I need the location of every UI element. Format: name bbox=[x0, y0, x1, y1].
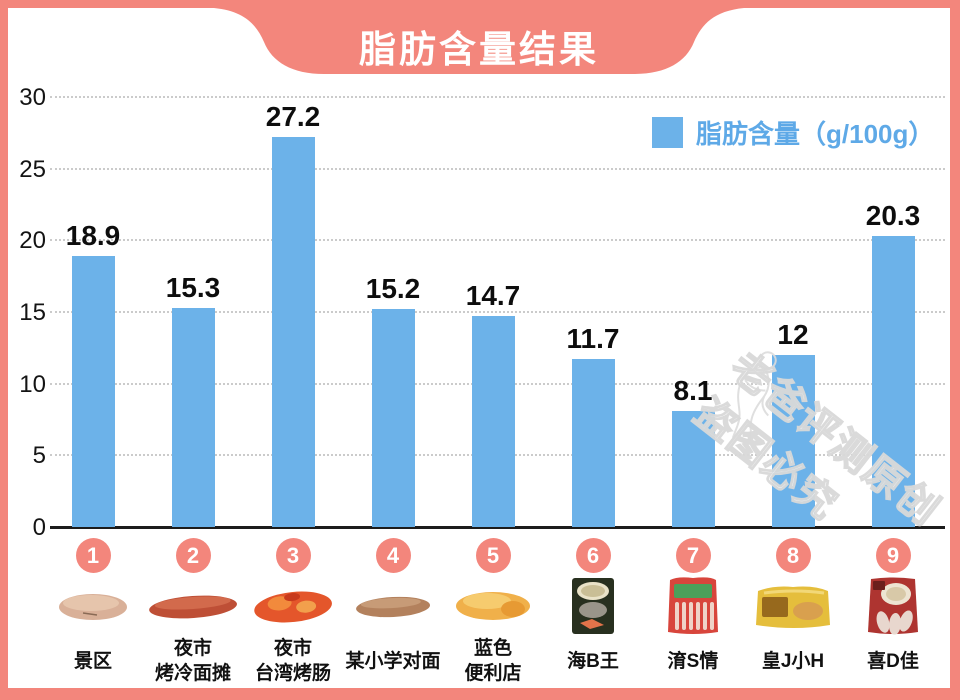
y-axis-tick-label: 20 bbox=[19, 227, 46, 255]
rank-badge: 7 bbox=[675, 538, 711, 573]
product-photo-package-7 bbox=[664, 577, 722, 634]
bar bbox=[471, 316, 515, 527]
product-name: 海B王 bbox=[567, 650, 619, 672]
x-axis-product-row: 1 景区 2 夜市 烤冷面摊 3 夜市 台湾烤肠 4 某小学对面 bbox=[43, 538, 943, 687]
product-name: 淯S情 bbox=[667, 650, 719, 672]
product-photo-sausage-5 bbox=[451, 578, 535, 634]
product-column-5: 5 蓝色 便利店 bbox=[443, 538, 543, 687]
product-photo-sausage-1 bbox=[53, 578, 133, 634]
y-axis-tick-label: 15 bbox=[19, 299, 46, 326]
product-name: 某小学对面 bbox=[345, 650, 441, 672]
product-name: 喜D佳 bbox=[867, 650, 919, 672]
product-photo-sausage-3 bbox=[248, 578, 338, 634]
rank-badge: 6 bbox=[575, 538, 611, 573]
bar-value-label: 20.3 bbox=[865, 200, 921, 232]
gridline bbox=[50, 167, 945, 170]
product-photo-sausage-4 bbox=[351, 578, 435, 634]
bar bbox=[771, 355, 815, 527]
rank-badge: 3 bbox=[275, 538, 311, 573]
y-axis-tick-label: 5 bbox=[32, 442, 46, 470]
product-name: 夜市 台湾烤肠 bbox=[254, 638, 331, 684]
rank-badge: 9 bbox=[875, 538, 911, 573]
bar bbox=[671, 410, 715, 527]
gridline bbox=[50, 239, 945, 242]
product-name: 皇J小H bbox=[761, 650, 825, 672]
product-photo-package-9 bbox=[865, 577, 921, 635]
rank-badge: 4 bbox=[375, 538, 411, 573]
bar bbox=[171, 307, 215, 527]
page-title: 脂肪含量结果 bbox=[359, 29, 599, 70]
product-column-9: 9 喜D佳 bbox=[843, 538, 943, 687]
y-axis-tick-label: 30 bbox=[19, 84, 46, 111]
product-column-8: 8 皇J小H bbox=[743, 538, 843, 687]
bar bbox=[571, 359, 615, 527]
product-column-7: 7 淯S情 bbox=[643, 538, 743, 687]
rank-badge: 2 bbox=[175, 538, 211, 573]
bar-value-label: 15.3 bbox=[165, 271, 221, 303]
y-axis-tick-label: 0 bbox=[32, 514, 46, 541]
bar-value-label: 14.7 bbox=[465, 280, 521, 312]
product-photo-sausage-2 bbox=[145, 578, 241, 634]
rank-badge: 5 bbox=[475, 538, 511, 573]
y-axis-tick-label: 10 bbox=[19, 370, 46, 398]
product-column-2: 2 夜市 烤冷面摊 bbox=[143, 538, 243, 687]
gridline bbox=[50, 96, 945, 98]
legend-label: 脂肪含量（g/100g） bbox=[696, 119, 935, 149]
bar-value-label: 27.2 bbox=[265, 101, 321, 133]
bar bbox=[371, 309, 415, 527]
product-column-4: 4 某小学对面 bbox=[343, 538, 443, 687]
gridline bbox=[50, 311, 945, 313]
bar bbox=[271, 137, 315, 527]
y-axis-tick-label: 25 bbox=[19, 155, 46, 183]
bar-value-label: 8.1 bbox=[673, 374, 713, 406]
product-photo-package-6 bbox=[570, 578, 616, 634]
bar-value-label: 11.7 bbox=[566, 323, 620, 355]
bar bbox=[71, 256, 115, 527]
product-column-6: 6 海B王 bbox=[543, 538, 643, 687]
bar bbox=[871, 236, 915, 527]
x-axis-line bbox=[50, 526, 945, 529]
bar-value-label: 12 bbox=[777, 319, 809, 350]
bar-chart-plot: 0 5 10 15 20 25 30 18.9 15.3 27.2 15.2 14.7 11.7 8.1 1… bbox=[8, 8, 950, 688]
product-column-1: 1 景区 bbox=[43, 538, 143, 687]
legend-swatch-icon bbox=[652, 117, 683, 148]
chart-legend: 脂肪含量（g/100g） bbox=[652, 114, 934, 151]
product-name: 蓝色 便利店 bbox=[464, 638, 522, 684]
bar-value-label: 15.2 bbox=[365, 273, 421, 305]
rank-badge: 8 bbox=[775, 538, 811, 573]
bar-value-label: 18.9 bbox=[65, 220, 121, 252]
rank-badge: 1 bbox=[75, 538, 111, 573]
product-name: 夜市 烤冷面摊 bbox=[154, 638, 231, 684]
title-banner-shape bbox=[214, 8, 744, 74]
product-column-3: 3 夜市 台湾烤肠 bbox=[243, 538, 343, 687]
product-photo-package-8 bbox=[754, 578, 832, 634]
product-name: 景区 bbox=[73, 650, 112, 672]
